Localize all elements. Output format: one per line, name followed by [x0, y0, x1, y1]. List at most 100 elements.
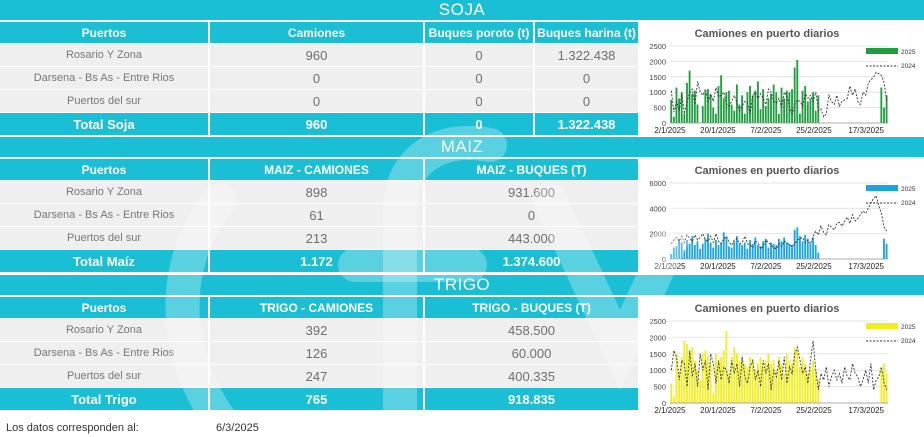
- bar-2025: [793, 347, 796, 403]
- bar-2025: [709, 95, 712, 123]
- table-header-row: Puertos MAIZ - CAMIONES MAIZ - BUQUES (T…: [0, 159, 640, 181]
- total-row: Total Trigo 765 918.835: [0, 388, 640, 411]
- total-value: 1.172: [210, 250, 425, 273]
- y-tick-label: 4000: [649, 204, 666, 213]
- y-tick-label: 1000: [649, 88, 666, 97]
- bar-2025: [762, 366, 765, 403]
- maiz-trucks-chart: Camiones en puerto diarios 0 2000 4000 6000 2…: [642, 159, 924, 273]
- column-header: Puertos: [0, 22, 210, 44]
- bar-2025: [804, 86, 807, 123]
- column-header: TRIGO - CAMIONES: [210, 297, 425, 319]
- bar-2025: [678, 238, 681, 259]
- column-header: TRIGO - BUQUES (T): [425, 297, 640, 319]
- maiz-section-title: MAIZ: [0, 137, 924, 157]
- bar-2025: [670, 383, 673, 403]
- port-label: Darsena - Bs As - Entre Rios: [0, 67, 210, 90]
- bar-2025: [735, 353, 738, 403]
- soja-section-title: SOJA: [0, 0, 924, 20]
- total-value: 1.374.600: [425, 250, 640, 273]
- bar-2025: [741, 245, 744, 259]
- bar-2025: [788, 360, 791, 403]
- bar-2025: [772, 84, 775, 123]
- x-tick-label: 7/2/2025: [750, 406, 782, 415]
- cell-value: 61: [210, 204, 425, 227]
- bar-2025: [777, 113, 780, 123]
- table-header-row: Puertos TRIGO - CAMIONES TRIGO - BUQUES …: [0, 297, 640, 319]
- bar-2025: [759, 246, 762, 259]
- cell-value: 0: [535, 90, 640, 113]
- bar-2025: [730, 247, 733, 259]
- cell-value: 0: [535, 67, 640, 90]
- bar-2025: [743, 242, 746, 259]
- bar-2025: [707, 233, 709, 259]
- port-label: Puertos del sur: [0, 90, 210, 113]
- bar-2025: [814, 245, 817, 259]
- cell-value: 458.500: [425, 319, 640, 342]
- legend-swatch-2025: [866, 185, 898, 191]
- bar-2025: [701, 243, 704, 259]
- bar-2025: [691, 93, 694, 123]
- total-value: 960: [210, 113, 425, 136]
- legend-label-2025: 2025: [901, 49, 916, 56]
- total-value: 0: [425, 113, 535, 136]
- bar-2025: [885, 373, 888, 403]
- legend-label-2024: 2024: [901, 338, 916, 345]
- bar-2025: [798, 366, 801, 403]
- x-tick-label: 17/3/2025: [848, 262, 884, 271]
- bar-2025: [733, 347, 736, 403]
- bar-2025: [704, 238, 707, 259]
- y-tick-label: 0: [662, 399, 666, 408]
- y-tick-label: 1000: [649, 366, 666, 375]
- port-label: Darsena - Bs As - Entre Rios: [0, 342, 210, 365]
- bar-2025: [741, 357, 744, 403]
- bar-2025: [767, 247, 770, 259]
- port-label: Rosario Y Zona: [0, 181, 210, 204]
- bar-2025: [683, 250, 686, 259]
- bar-2025: [670, 253, 673, 259]
- bar-2025: [754, 370, 757, 403]
- chart-svg: Camiones en puerto diarios 0 2000 4000 6000 2…: [649, 165, 916, 271]
- bar-2025: [817, 380, 820, 403]
- bar-2025: [675, 246, 678, 259]
- bar-2025: [812, 237, 814, 259]
- bar-2025: [751, 95, 754, 123]
- bar-2025: [814, 110, 817, 123]
- y-tick-label: 2500: [649, 42, 666, 51]
- legend-label-2024: 2024: [901, 200, 916, 207]
- chart-title: Camiones en puerto diarios: [695, 303, 840, 315]
- bar-2025: [709, 242, 712, 259]
- bar-2025: [783, 373, 786, 403]
- bar-2025: [883, 107, 885, 123]
- line-2024: [670, 340, 888, 391]
- column-header: Puertos: [0, 159, 210, 181]
- column-header: MAIZ - CAMIONES: [210, 159, 425, 181]
- x-tick-label: 7/2/2025: [750, 262, 782, 271]
- bar-2025: [691, 236, 694, 259]
- legend-swatch-2025: [866, 48, 898, 54]
- bar-2025: [743, 363, 746, 403]
- bar-2025: [785, 242, 788, 259]
- bar-2025: [680, 92, 683, 123]
- y-tick-label: 2000: [649, 57, 666, 66]
- bar-2025: [817, 252, 820, 259]
- bar-2025: [812, 360, 814, 403]
- trigo-table: Puertos TRIGO - CAMIONES TRIGO - BUQUES …: [0, 297, 640, 411]
- cell-value: 0: [425, 204, 640, 227]
- bar-2025: [754, 90, 757, 123]
- bar-2025: [675, 87, 678, 123]
- bar-2025: [701, 106, 704, 123]
- bar-2025: [738, 243, 741, 259]
- bar-2025: [775, 370, 778, 403]
- bar-2025: [725, 237, 728, 259]
- bar-2025: [756, 245, 759, 259]
- table-row: Puertos del sur 213 443.000: [0, 227, 640, 250]
- chart-title: Camiones en puerto diarios: [695, 165, 840, 177]
- bar-2025: [798, 113, 801, 123]
- footer-label: Los datos corresponden al:: [6, 422, 139, 434]
- bar-2025: [688, 243, 691, 259]
- bar-2025: [798, 236, 801, 259]
- cell-value: 1.322.438: [535, 44, 640, 67]
- bar-2025: [712, 107, 715, 123]
- bar-2025: [801, 241, 804, 259]
- bar-2025: [693, 90, 696, 123]
